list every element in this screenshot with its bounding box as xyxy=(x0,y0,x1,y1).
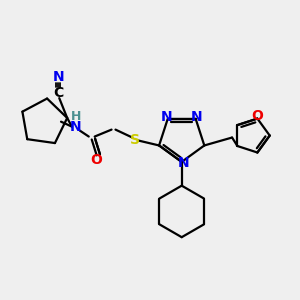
Text: N: N xyxy=(178,156,190,170)
Text: N: N xyxy=(191,110,203,124)
Text: S: S xyxy=(130,133,140,146)
Text: N: N xyxy=(161,110,172,124)
Text: H: H xyxy=(71,110,81,123)
Text: O: O xyxy=(251,109,263,123)
Text: C: C xyxy=(53,86,63,100)
Text: N: N xyxy=(70,120,82,134)
Text: N: N xyxy=(52,70,64,84)
Text: O: O xyxy=(91,153,103,167)
